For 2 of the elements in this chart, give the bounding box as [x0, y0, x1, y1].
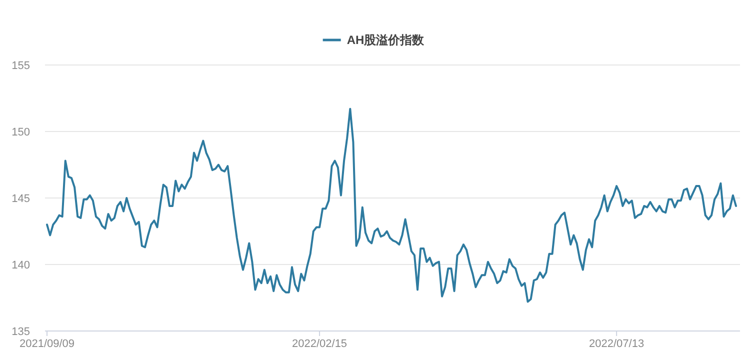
legend-label: AH股溢价指数: [346, 33, 426, 47]
legend: AH股溢价指数: [322, 33, 424, 47]
